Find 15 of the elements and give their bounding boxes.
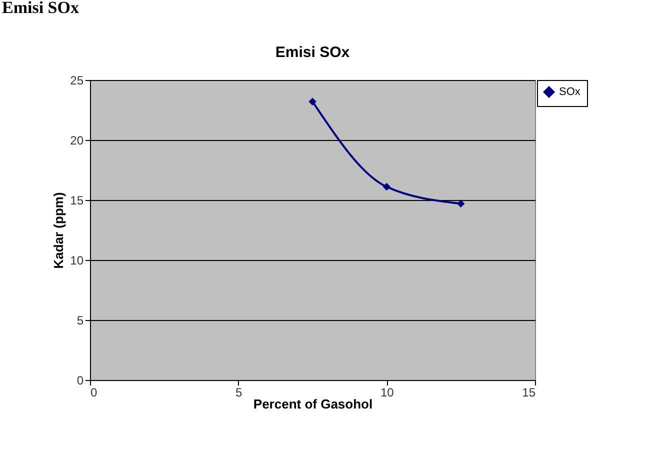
y-tick-label: 20	[70, 134, 84, 148]
y-tick-label: 15	[70, 194, 84, 208]
text: Emisi SOx	[2, 0, 79, 18]
y-tick-label: 25	[70, 74, 84, 88]
chart-title: Emisi SOx	[275, 44, 350, 61]
x-axis-title: Percent of Gasohol	[253, 396, 373, 412]
x-tick-label: 5	[235, 386, 242, 400]
y-tick-label: 0	[76, 374, 84, 388]
x-tick-label: 10	[380, 386, 394, 400]
x-tick-label: 15	[522, 386, 536, 400]
legend-label: SOx	[559, 86, 581, 98]
y-tick-label: 10	[70, 254, 84, 268]
y-tick-label: 5	[76, 314, 84, 328]
y-axis-title: Kadar (ppm)	[51, 192, 66, 269]
x-tick-label: 0	[90, 386, 98, 400]
